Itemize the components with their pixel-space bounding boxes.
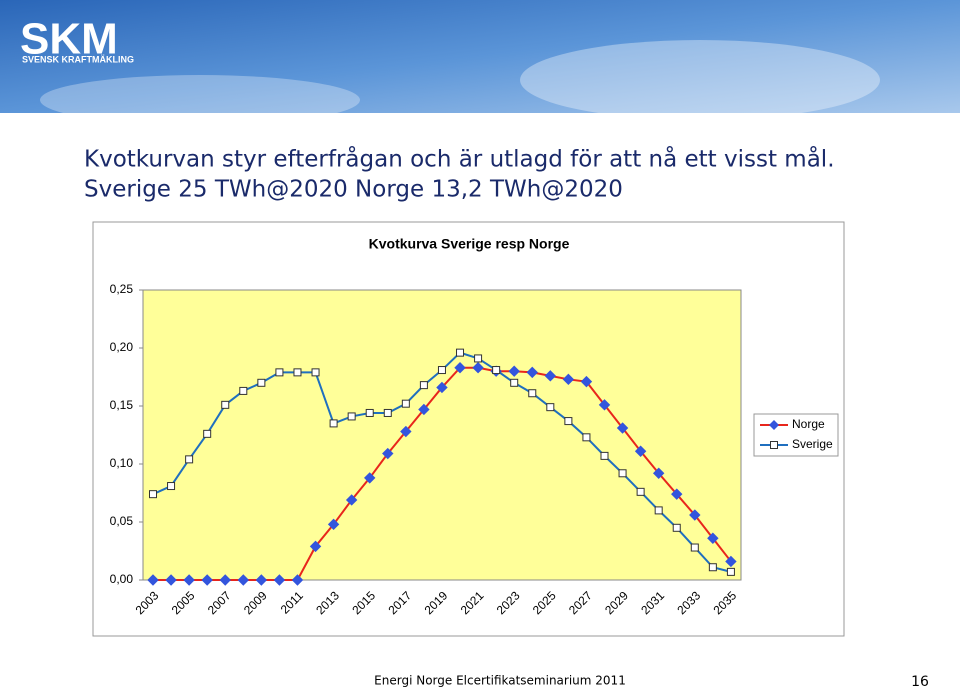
marker <box>167 482 176 491</box>
marker <box>347 412 356 421</box>
marker <box>528 389 537 398</box>
marker <box>526 366 538 379</box>
marker <box>654 506 663 515</box>
marker <box>616 422 629 434</box>
y-tick-label: 0,05 <box>110 514 134 528</box>
marker <box>725 555 737 568</box>
marker <box>598 399 611 411</box>
marker <box>600 451 609 460</box>
marker <box>183 574 195 586</box>
marker <box>708 563 717 572</box>
cloud <box>520 40 880 120</box>
marker <box>149 490 157 499</box>
marker <box>454 362 466 374</box>
marker <box>291 574 304 586</box>
marker <box>382 447 394 460</box>
marker <box>544 370 557 382</box>
marker <box>165 574 177 586</box>
y-tick-label: 0,00 <box>110 572 134 586</box>
marker <box>634 445 647 457</box>
marker <box>365 408 374 417</box>
marker <box>726 567 735 576</box>
marker <box>221 400 230 409</box>
marker <box>437 366 446 375</box>
y-tick-label: 0,15 <box>110 398 134 412</box>
marker <box>652 467 665 479</box>
legend-label: Sverige <box>792 437 833 451</box>
marker <box>707 532 719 544</box>
marker <box>690 543 699 552</box>
logo-tagline: SVENSK KRAFTMÄKLING <box>22 54 134 64</box>
logo: SKM <box>20 15 118 64</box>
marker <box>564 417 573 426</box>
marker <box>364 472 376 484</box>
slide-title: Sverige 25 TWh@2020 Norge 13,2 TWh@2020 <box>84 177 623 203</box>
marker <box>418 403 430 416</box>
y-tick-label: 0,20 <box>110 340 134 354</box>
marker <box>311 368 320 377</box>
marker <box>400 425 412 438</box>
marker <box>293 368 302 377</box>
marker <box>201 574 213 586</box>
marker <box>255 574 268 586</box>
cloud <box>40 75 360 125</box>
marker <box>239 386 248 395</box>
legend-marker <box>770 441 778 449</box>
marker <box>582 433 591 442</box>
marker <box>672 523 681 532</box>
marker <box>237 574 250 586</box>
marker <box>474 354 483 363</box>
marker <box>275 368 284 377</box>
legend <box>753 413 839 457</box>
legend-label: Norge <box>792 417 825 431</box>
marker <box>203 429 212 438</box>
marker <box>309 540 322 553</box>
marker <box>436 381 448 394</box>
marker <box>492 366 501 375</box>
marker <box>419 381 428 390</box>
marker <box>546 403 555 412</box>
header-banner <box>0 0 960 113</box>
marker <box>671 488 683 500</box>
chart-title: Kvotkurva Sverige resp Norge <box>369 236 570 252</box>
marker <box>456 348 465 357</box>
plot-area <box>142 289 742 581</box>
marker <box>510 378 519 387</box>
marker <box>472 362 484 374</box>
marker <box>273 574 286 586</box>
y-tick-label: 0,25 <box>110 282 134 296</box>
marker <box>329 419 338 428</box>
legend-marker <box>769 420 779 430</box>
marker <box>689 509 701 521</box>
y-tick-label: 0,10 <box>110 456 134 470</box>
marker <box>401 399 410 408</box>
slide-title: Kvotkurvan styr efterfrågan och är utlag… <box>84 145 835 173</box>
marker <box>345 494 358 506</box>
footer: Energi Norge Elcertifikatseminarium 2011 <box>374 674 626 688</box>
marker <box>327 518 340 531</box>
marker <box>185 455 194 464</box>
marker <box>147 574 159 586</box>
marker <box>257 378 266 387</box>
marker <box>383 408 392 417</box>
marker <box>508 365 520 377</box>
page-number: 16 <box>911 674 929 689</box>
marker <box>219 574 231 586</box>
marker <box>636 487 645 496</box>
marker <box>618 469 627 478</box>
marker <box>562 373 575 386</box>
marker <box>580 375 593 388</box>
